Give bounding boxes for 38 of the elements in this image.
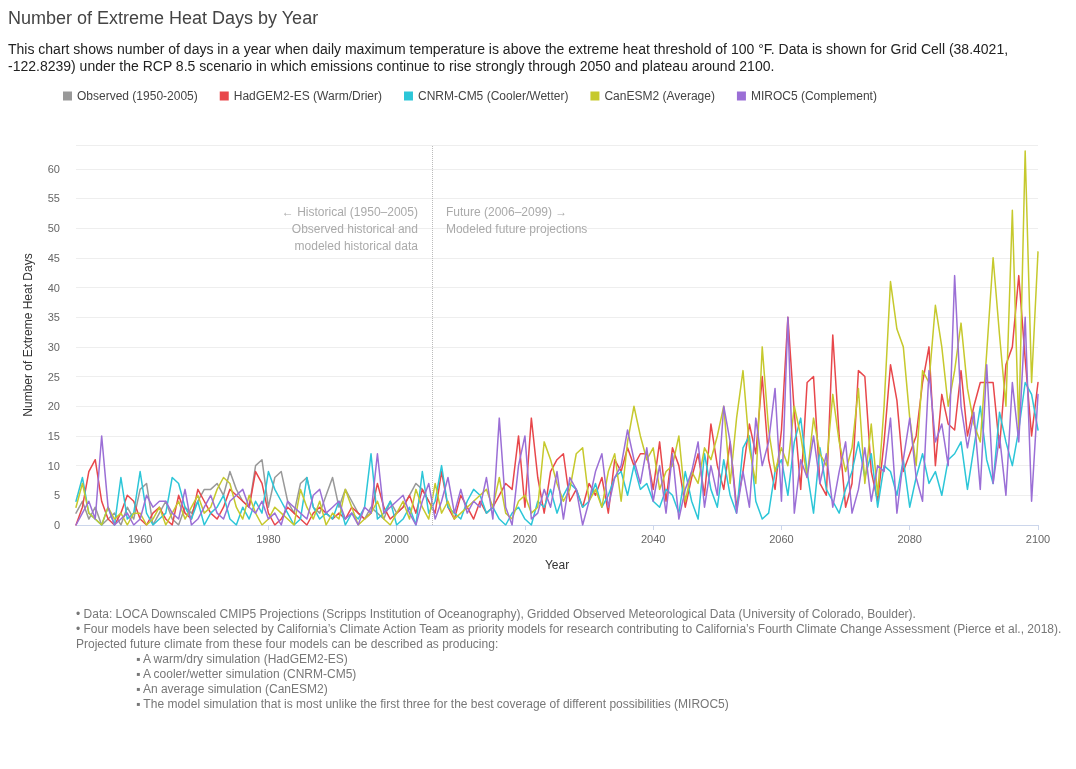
legend-label: HadGEM2-ES (Warm/Drier) xyxy=(233,89,382,103)
text: ▪ The model simulation that is most unlike the first three for the best coverage of different possibilities (MIROC5) xyxy=(136,697,730,712)
x-tick-label: 2080 xyxy=(897,532,922,545)
y-tick-label: 60 xyxy=(47,162,60,175)
x-tick-label: 1980 xyxy=(256,532,281,545)
text: ▪ A warm/dry simulation (HadGEM2-ES) xyxy=(136,652,349,667)
y-tick-label: 35 xyxy=(47,311,60,324)
y-tick-label: 30 xyxy=(47,340,60,353)
x-tick-label: 2000 xyxy=(384,532,409,545)
y-tick-label: 10 xyxy=(47,459,60,472)
text: • Data: LOCA Downscaled CMIP5 Projections (Scripps Institution of Oceanography), Gridded Observed Meteorological Data (University of Colorado, Boulder). xyxy=(76,607,917,622)
x-tick-label: 1960 xyxy=(127,532,153,545)
y-tick-label: 15 xyxy=(47,429,60,442)
chart-title: Number of Extreme Heat Days by Year xyxy=(8,8,320,29)
y-tick-label: 45 xyxy=(47,251,60,264)
text: ▪ An average simulation (CanESM2) xyxy=(136,682,329,697)
legend-label: CanESM2 (Average) xyxy=(604,89,715,103)
x-tick-label: 2040 xyxy=(640,532,666,545)
legend-label: MIROC5 (Complement) xyxy=(750,89,877,103)
text: • Four models have been selected by California’s Climate Action Team as priority models for research contributing to California’s Fourth Climate Change Assessment (Pierce et al., 2018). Projected future climate from these four models can be described as producing: xyxy=(76,622,1063,652)
annotation: ← Historical (1950–2005) Observed historical and modeled historical data xyxy=(281,204,419,253)
text: ▪ A cooler/wetter simulation (CNRM-CM5) xyxy=(136,667,358,682)
y-tick-label: 5 xyxy=(53,489,60,502)
x-axis-title: Year xyxy=(544,558,570,572)
y-tick-label: 50 xyxy=(47,222,60,235)
legend-label: CNRM-CM5 (Cooler/Wetter) xyxy=(417,89,569,103)
y-axis-title: Number of Extreme Heat Days xyxy=(21,253,35,417)
y-tick-label: 20 xyxy=(47,400,60,413)
x-tick-label: 2060 xyxy=(769,532,794,545)
y-tick-label: 40 xyxy=(47,281,60,294)
y-tick-label: 25 xyxy=(47,370,60,383)
y-tick-label: 0 xyxy=(53,519,60,531)
y-tick-label: 55 xyxy=(47,192,60,205)
x-tick-label: 2100 xyxy=(1025,532,1051,545)
chart-subtitle: This chart shows number of days in a year when daily maximum temperature is above the extreme heat threshold of 100 °F. Data is shown for Grid Cell (38.4021, -122.8239) under the RCP 8.5 scenario in which emissions continue to rise strongly through 2050 and plateau around 2100. xyxy=(8,41,1010,75)
annotation: Future (2006–2099) → Modeled future projections xyxy=(445,204,588,236)
legend-label: Observed (1950-2005) xyxy=(77,89,198,103)
x-tick-label: 2020 xyxy=(512,532,538,545)
